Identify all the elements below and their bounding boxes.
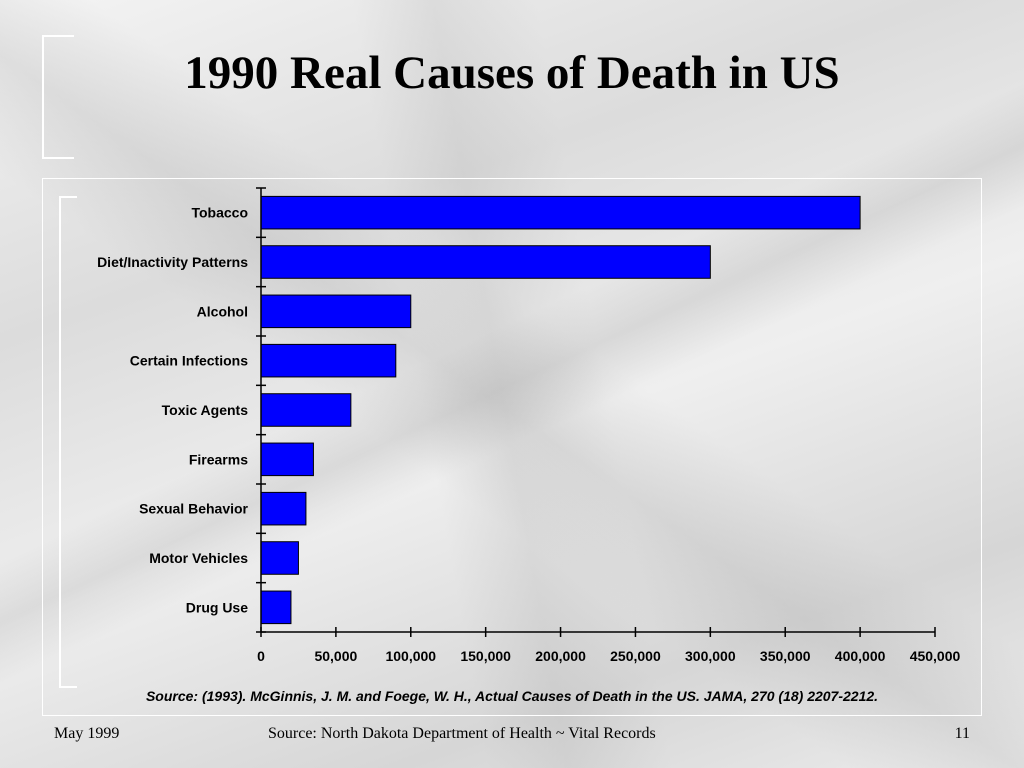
bar-motor-vehicles	[260, 541, 299, 575]
category-label: Firearms	[189, 451, 248, 467]
source-citation: Source: (1993). McGinnis, J. M. and Foeg…	[145, 688, 879, 704]
bar-firearms	[260, 442, 314, 477]
x-tick-label: 200,000	[535, 648, 586, 664]
bar-tobacco	[260, 195, 861, 230]
footer-page-number: 11	[954, 725, 970, 742]
chart-frame	[42, 178, 982, 716]
category-label: Motor Vehicles	[149, 550, 248, 566]
category-label: Diet/Inactivity Patterns	[97, 254, 248, 270]
x-tick-label: 50,000	[314, 648, 357, 664]
bar-drug-use	[260, 590, 292, 625]
category-label: Toxic Agents	[162, 402, 249, 418]
x-tick-label: 0	[257, 648, 265, 664]
x-tick-label: 300,000	[685, 648, 736, 664]
title-bracket-decoration	[42, 35, 74, 159]
x-tick-label: 100,000	[385, 648, 436, 664]
chart-bracket-decoration	[59, 196, 77, 688]
bar-toxic-agents	[260, 393, 352, 427]
x-tick-label: 150,000	[460, 648, 511, 664]
bar-diet-inactivity-patterns	[260, 245, 711, 279]
category-label: Alcohol	[197, 303, 248, 319]
category-label: Tobacco	[191, 205, 248, 221]
bar-certain-infections	[260, 343, 397, 378]
footer-date: May 1999	[54, 725, 120, 742]
x-tick-label: 450,000	[910, 648, 961, 664]
x-tick-label: 400,000	[835, 648, 886, 664]
bar-sexual-behavior	[260, 491, 307, 526]
slide-title: 1990 Real Causes of Death in US	[184, 47, 840, 99]
category-label: Certain Infections	[130, 353, 248, 369]
x-tick-label: 350,000	[760, 648, 811, 664]
category-label: Sexual Behavior	[139, 501, 248, 517]
category-label: Drug Use	[186, 599, 248, 615]
bar-alcohol	[260, 294, 412, 329]
x-tick-label: 250,000	[610, 648, 661, 664]
footer-source: Source: North Dakota Department of Healt…	[268, 725, 656, 742]
